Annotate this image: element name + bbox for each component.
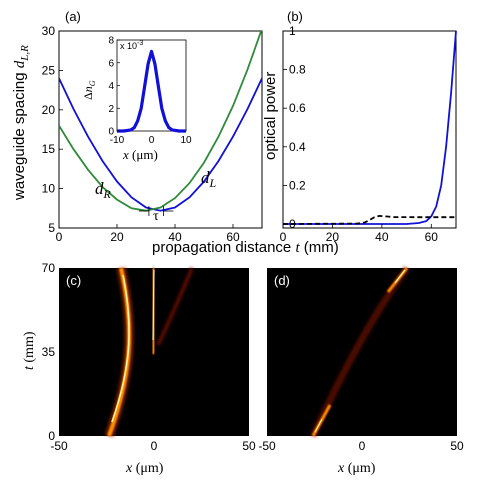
panel-a-ytick-label: 30 (42, 24, 56, 38)
panel-b-ytick-label: 0 (289, 217, 296, 231)
panel-d-tag: (d) (274, 273, 290, 288)
panel-a-ytick-label: 20 (42, 103, 56, 117)
panel-a-ytick-label: 25 (42, 63, 56, 77)
inset-xtick-label: -10 (110, 135, 125, 146)
inset-xlabel: x (μm) (122, 147, 158, 162)
shared-xlabel-propagation: propagation distance t (mm) (152, 239, 339, 256)
panel-c-xlabel: x (μm) (125, 461, 164, 476)
panel-b-frame (282, 30, 457, 229)
inset-ytick-label: 6 (108, 58, 114, 69)
panel-a-xtick-label: 20 (110, 230, 124, 244)
panel-a-ytick-label: 5 (48, 221, 55, 235)
panel-b-ytick-label: 0.6 (289, 101, 306, 115)
panel-a-series (59, 31, 262, 212)
panel-b-xtick-label: 60 (425, 230, 439, 244)
panel-d-xtick-label: -50 (258, 439, 276, 453)
panel-a-series-d-r (59, 31, 262, 212)
panel-b: (b) 0 20 40 60 0 0.2 0.4 0.6 0.8 1 optical power (262, 9, 457, 244)
panel-c-ytick-label: 70 (42, 261, 56, 275)
panel-a-tag: (a) (65, 9, 81, 24)
panel-d-xtick-label: 0 (359, 439, 366, 453)
beam-left-hot (111, 274, 130, 423)
panel-c-ylabel: t (mm) (22, 331, 37, 370)
panel-b-series-solid (283, 30, 457, 225)
beam-d-bottom-hot (314, 418, 323, 433)
panel-b-ylabel: optical power (262, 72, 279, 160)
panel-b-xtick-label: 20 (326, 230, 340, 244)
annotation-d-L: dL (201, 168, 217, 190)
panel-b-tag: (b) (287, 9, 303, 24)
panel-d-xlabel: x (μm) (337, 461, 376, 476)
panel-c-ytick-label: 0 (48, 429, 55, 443)
beam-right-faint (156, 267, 194, 346)
panel-a-xtick-label: 0 (56, 230, 63, 244)
panel-a-ytick-label: 15 (42, 142, 56, 156)
panel-c-xtick-label: 0 (151, 439, 158, 453)
panel-b-ytick-label: 1 (289, 24, 296, 38)
inset-xtick-label: 10 (180, 135, 192, 146)
panel-b-ytick-label: 0.4 (289, 140, 306, 154)
panel-b-xtick-label: 0 (280, 230, 287, 244)
annotation-d-R: dR (95, 179, 112, 201)
panel-a-ylabel: waveguide spacing dL,R (11, 45, 31, 201)
inset-ytick-label: 4 (108, 81, 114, 92)
inset-series (117, 49, 186, 133)
panel-c-beams (104, 267, 194, 438)
panel-a-xtick-label: 40 (168, 230, 182, 244)
beam-d-top-hot (394, 269, 406, 284)
tau-label: τ (153, 209, 159, 224)
inset-gaussian-curve (117, 49, 186, 133)
panel-d: (d) -50 0 50 x (μm) (258, 265, 464, 476)
panel-d-background (267, 268, 457, 436)
panel-a-ytick-label: 10 (42, 182, 56, 196)
panel-d-xtick-label: 50 (450, 439, 464, 453)
panel-b-xtick-label: 40 (375, 230, 389, 244)
panel-b-ytick-label: 0.2 (289, 178, 306, 192)
panel-c-xtick-label: -50 (50, 439, 68, 453)
panel-a-xtick-label: 60 (226, 230, 240, 244)
panel-c-tag: (c) (66, 273, 81, 288)
inset-xtick-label: 0 (149, 135, 155, 146)
panel-c-xtick-label: 50 (242, 439, 256, 453)
inset-ytick-label: 0 (108, 127, 114, 138)
inset-ylabel: ΔnG (81, 80, 97, 100)
panel-c-ytick-label: 35 (42, 345, 56, 359)
tau-marker: τ (138, 206, 174, 224)
panel-b-ticks: 0 20 40 60 0 0.2 0.4 0.6 0.8 1 (280, 24, 439, 244)
beam-vertical-hot (152, 269, 155, 341)
inset-ytick-label: 2 (108, 104, 114, 115)
panel-a-series-d-l (59, 77, 262, 212)
panel-d-ticks: -50 0 50 (258, 439, 464, 453)
panel-b-ytick-label: 0.8 (289, 63, 306, 77)
panel-d-beams (309, 265, 410, 438)
panel-b-series (282, 30, 457, 225)
inset-scale-label: x 10-3 (120, 40, 143, 51)
inset-ytick-label: 8 (108, 36, 114, 47)
